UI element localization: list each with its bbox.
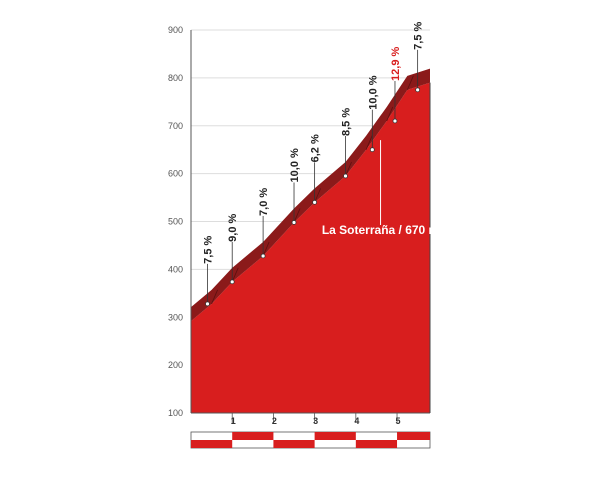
km-bar-segment <box>232 432 274 440</box>
band-segment-line <box>345 161 352 177</box>
gradient-marker <box>205 301 210 307</box>
gradient-label: 12,9 % <box>390 46 402 80</box>
y-tick-label: 800 <box>168 73 183 83</box>
gradient-marker <box>229 279 235 285</box>
gradient-label: 7,5 % <box>202 235 214 263</box>
y-tick-label: 600 <box>168 169 183 179</box>
y-tick-label: 300 <box>168 312 183 322</box>
band-segment-line <box>293 208 301 223</box>
y-tick-label: 900 <box>168 25 183 35</box>
x-tick-labels: 1 2 3 4 5 <box>231 416 401 426</box>
gradient-marker <box>260 253 266 259</box>
gradient-label: 7,5 % <box>413 21 425 49</box>
gradient-marker <box>369 147 375 153</box>
axes <box>190 30 431 423</box>
gradient-marker <box>343 173 348 179</box>
x-tick-label: 4 <box>354 416 359 426</box>
y-tick-label: 500 <box>168 217 183 227</box>
profile-top-band <box>191 68 430 322</box>
gradient-marker <box>392 118 398 124</box>
gradient-marker <box>415 87 421 93</box>
km-bar-segment <box>314 432 356 440</box>
band-segment-line <box>365 135 373 150</box>
km-bar <box>190 431 431 449</box>
band-segment-line <box>386 106 394 122</box>
gradient-marker <box>312 199 318 205</box>
gradient-label: 7,0 % <box>258 188 270 216</box>
profile-fill <box>191 82 430 413</box>
profile-area <box>191 68 430 413</box>
annotation: La Soterraña / 670 m <box>322 140 439 237</box>
km-bar-segment <box>191 440 233 448</box>
km-bar-segment <box>273 440 315 448</box>
km-bar-segment <box>397 432 430 440</box>
gradient-label: 9,0 % <box>227 213 239 241</box>
gradient-labels: 7,5 % 9,0 % 7,0 % 10,0 % 6,2 % 8,5 % 10,0 % 12,… <box>202 21 425 307</box>
y-tick-label: 700 <box>168 121 183 131</box>
y-tick-label: 200 <box>168 360 183 370</box>
gradient-label: 6,2 % <box>310 134 322 162</box>
gradient-label: 8,5 % <box>341 108 353 136</box>
x-tick-label: 2 <box>272 416 277 426</box>
gradient-label: 10,0 % <box>289 148 301 182</box>
y-tick-label: 400 <box>168 264 183 274</box>
gradient-label: 10,0 % <box>367 75 379 109</box>
annotation-label: La Soterraña / 670 m <box>322 223 439 237</box>
band-segment-line <box>314 188 321 203</box>
band-segment-line <box>231 267 239 282</box>
x-tick-label: 5 <box>396 416 401 426</box>
gradient-marker <box>291 220 297 225</box>
y-tick-label: 100 <box>168 408 183 418</box>
band-segment-line <box>406 75 414 91</box>
km-bar-segment <box>355 440 398 448</box>
band-segment-line <box>211 289 218 305</box>
y-tick-labels: 100 200 300 400 500 600 700 800 900 <box>168 25 183 418</box>
band-segment-line <box>262 241 270 257</box>
x-tick-label: 3 <box>313 416 318 426</box>
x-tick-label: 1 <box>231 416 236 426</box>
